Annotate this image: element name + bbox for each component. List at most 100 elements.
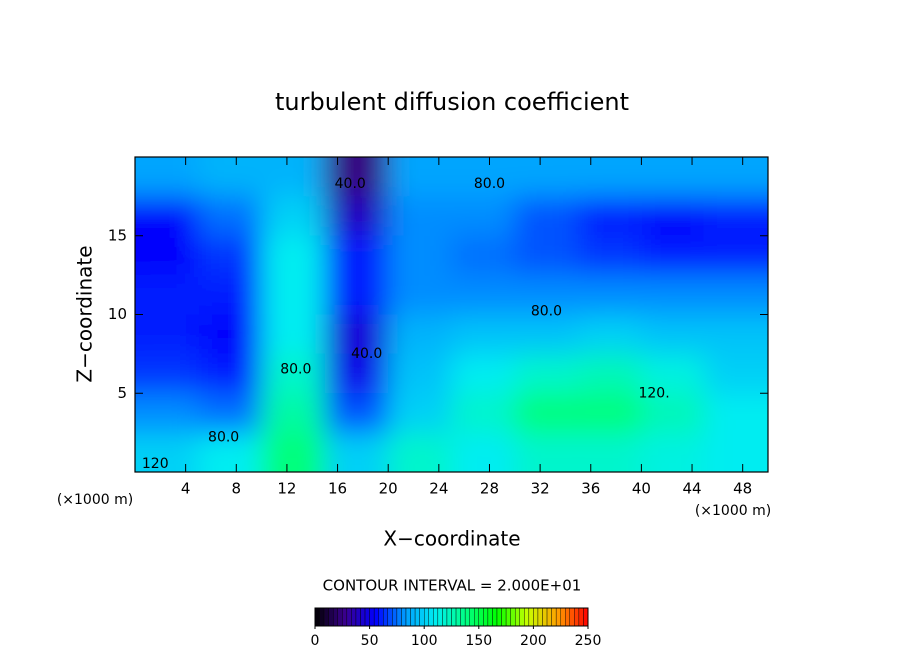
x-tick-label: 36 — [581, 480, 600, 498]
field-cell — [261, 275, 325, 315]
chart-title: turbulent diffusion coefficient — [275, 88, 629, 116]
field-cell — [261, 353, 325, 394]
field-cell — [451, 235, 515, 276]
colorbar-stripe — [396, 607, 402, 627]
colorbar-stripe — [574, 607, 580, 627]
x-unit: (×1000 m) — [695, 503, 771, 519]
contour-label: 80.0 — [208, 429, 239, 445]
colorbar-stripe — [492, 607, 498, 627]
colorbar-stripe — [533, 607, 539, 627]
field-cell — [388, 235, 452, 276]
field-cell — [641, 275, 705, 315]
colorbar-stripe — [346, 607, 352, 627]
field-cell — [704, 235, 768, 276]
colorbar-stripe — [387, 607, 393, 627]
colorbar-stripe — [414, 607, 420, 627]
field-cell — [324, 432, 389, 472]
colorbar-stripe — [510, 607, 516, 627]
field-cell — [135, 235, 199, 276]
colorbar-stripe — [364, 607, 370, 627]
colorbar-tick-label: 150 — [465, 633, 492, 649]
contour-label: 120 — [142, 456, 169, 472]
field-cell — [704, 196, 768, 236]
colorbar-stripe — [464, 607, 470, 627]
field-cell — [704, 393, 768, 433]
field-cell — [135, 314, 199, 354]
colorbar-stripe — [392, 607, 398, 627]
field-cell — [198, 393, 262, 433]
field-cell — [135, 393, 199, 433]
x-unit: (×1000 m) — [57, 492, 133, 508]
colorbar-stripe — [551, 607, 557, 627]
field-cell — [198, 353, 262, 394]
colorbar-stripe — [583, 607, 589, 627]
colorbar-stripe — [478, 607, 484, 627]
colorbar-stripe — [337, 607, 343, 627]
colorbar-stripe — [474, 607, 480, 627]
field-cell — [135, 275, 199, 315]
field — [135, 157, 768, 472]
field-cell — [514, 393, 579, 433]
colorbar-stripe — [501, 607, 507, 627]
field-cell — [578, 314, 642, 354]
colorbar-stripe — [455, 607, 461, 627]
colorbar-stripe — [451, 607, 457, 627]
colorbar-stripe — [419, 607, 425, 627]
colorbar-stripe — [328, 607, 334, 627]
field-cell — [388, 432, 452, 472]
y-tick-label: 5 — [117, 384, 127, 402]
x-tick-label: 8 — [232, 480, 242, 498]
field-cell — [388, 275, 452, 315]
cells — [135, 157, 768, 472]
colorbar-stripe — [319, 607, 325, 627]
field-cell — [451, 196, 515, 236]
colorbar-stripe — [515, 607, 520, 627]
colorbar-stripe — [355, 607, 361, 627]
field-cell — [578, 235, 642, 276]
field-cell — [324, 314, 389, 354]
x-tick-label: 4 — [181, 480, 191, 498]
field-cell — [261, 157, 325, 197]
field-cell — [641, 196, 705, 236]
colorbar-stripe — [528, 607, 534, 627]
colorbar-stripe — [314, 607, 320, 627]
colorbar-stripe — [351, 607, 357, 627]
colorbar-stripe — [424, 607, 429, 627]
field-cell — [451, 275, 515, 315]
contour-label: 40.0 — [351, 346, 382, 362]
field-cell — [198, 157, 262, 197]
field-cell — [704, 314, 768, 354]
colorbar-tick-label: 0 — [311, 633, 320, 649]
colorbar-stripe — [442, 607, 448, 627]
colorbar-stripe — [469, 607, 475, 627]
colorbar-stripe — [373, 607, 379, 627]
colorbar-stripe — [505, 607, 511, 627]
x-tick-label: 12 — [277, 480, 296, 498]
contour-label: 80.0 — [474, 176, 505, 192]
field-cell — [388, 353, 452, 394]
colorbar-stripe — [323, 607, 329, 627]
y-axis-label: Z−coordinate — [73, 245, 97, 382]
field-cell — [704, 432, 768, 472]
field-cell — [451, 432, 515, 472]
field-cell — [135, 196, 199, 236]
field-cell — [704, 157, 768, 197]
field-cell — [388, 314, 452, 354]
colorbar-stripe — [401, 607, 407, 627]
field-cell — [324, 353, 389, 394]
colorbar-stripe — [446, 607, 452, 627]
colorbar-stripe — [524, 607, 530, 627]
colorbar-tick-label: 250 — [575, 633, 602, 649]
colorbar-stripe — [333, 607, 338, 627]
colorbar-stripe — [360, 607, 366, 627]
colorbar-stripe — [428, 607, 434, 627]
x-tick-label: 24 — [429, 480, 448, 498]
colorbar-stripe — [460, 607, 466, 627]
colorbar-stripe — [519, 607, 525, 627]
colorbar-stripe — [569, 607, 575, 627]
x-axis-label: X−coordinate — [383, 527, 520, 551]
contour-label: 40.0 — [335, 176, 366, 192]
colorbar-stripe — [578, 607, 584, 627]
field-cell — [641, 157, 705, 197]
